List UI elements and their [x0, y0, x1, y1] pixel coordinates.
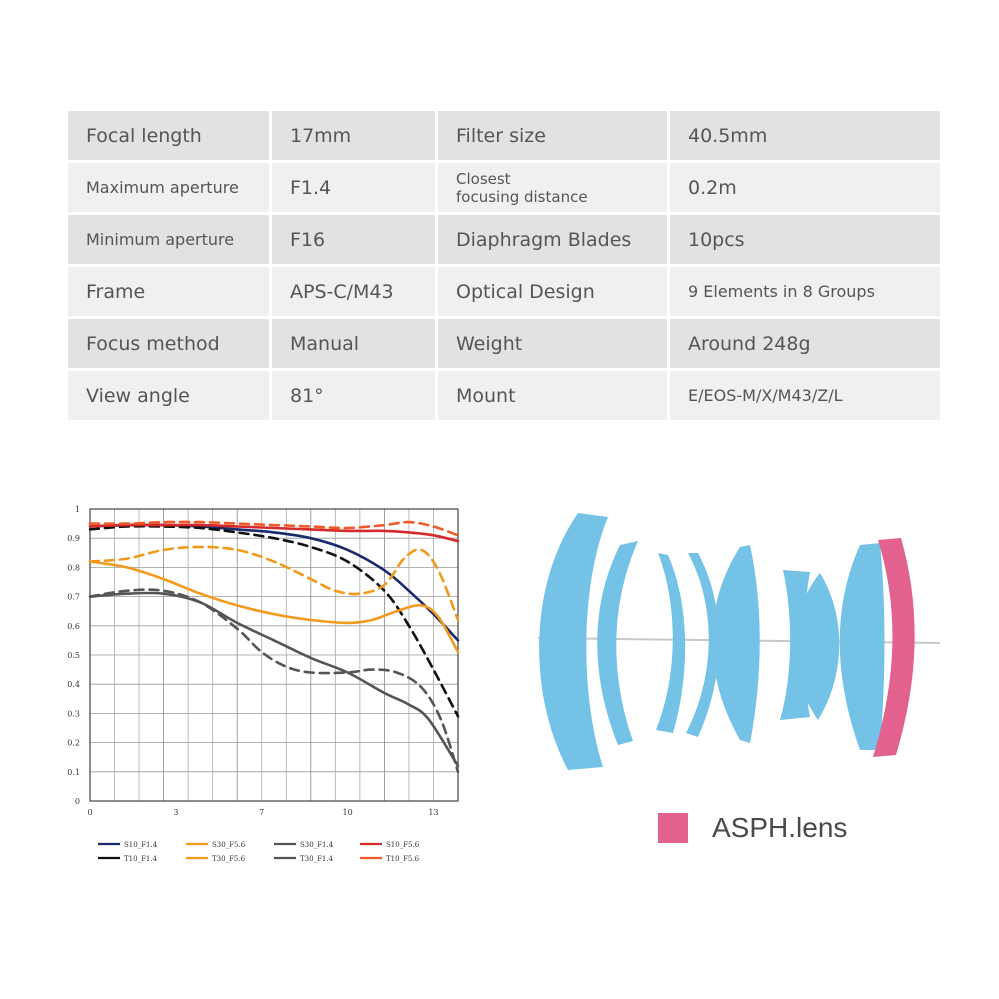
spec-value: 10pcs — [670, 215, 940, 267]
lens-diagram — [537, 513, 941, 770]
spec-value: E/EOS-M/X/M43/Z/L — [670, 371, 940, 423]
lens-element — [794, 573, 840, 720]
y-tick-label: 0.5 — [67, 651, 80, 660]
series-line-s30_f5-6 — [88, 560, 460, 654]
legend-label: S10_F1.4 — [124, 841, 158, 849]
lens-element — [839, 543, 885, 750]
spec-label: Focal length — [68, 111, 272, 163]
series-line-t10_f1-4 — [88, 524, 460, 718]
mtf-chart: 00.10.20.30.40.50.60.70.80.910 3 7 10 13S10_… — [67, 505, 460, 863]
spec-label: Frame — [68, 267, 272, 319]
spec-label: Weight — [438, 319, 670, 371]
x-tick-label: 0 — [87, 808, 92, 817]
legend-label: T30_F1.4 — [300, 855, 334, 863]
x-tick-label: 13 — [428, 808, 438, 817]
spec-value: APS-C/M43 — [272, 267, 438, 319]
y-tick-label: 0 — [75, 797, 80, 806]
x-tick-label: 10 — [343, 808, 353, 817]
legend-label: S30_F5.6 — [212, 841, 246, 849]
spec-row: View angle 81° Mount E/EOS-M/X/M43/Z/L — [68, 371, 940, 423]
spec-row: Focal length 17mm Filter size 40.5mm — [68, 111, 940, 163]
y-tick-label: 1 — [75, 505, 80, 514]
lens-element — [656, 553, 686, 733]
spec-label-line: focusing distance — [456, 187, 588, 206]
spec-value: 0.2m — [670, 163, 940, 215]
spec-table: Focal length 17mm Filter size 40.5mm Max… — [68, 111, 940, 423]
spec-label: Focus method — [68, 319, 272, 371]
spec-value: Around 248g — [670, 319, 940, 371]
y-tick-label: 0.7 — [67, 593, 80, 602]
spec-label-line: Closest — [456, 169, 511, 188]
spec-label: Minimum aperture — [68, 215, 272, 267]
plot-frame — [89, 508, 459, 802]
x-tick-label: 7 — [259, 808, 264, 817]
legend-label: T10_F5.6 — [386, 855, 420, 863]
y-tick-label: 0.4 — [67, 680, 80, 689]
y-tick-label: 0.6 — [67, 622, 80, 631]
x-tick-label: 3 — [173, 808, 178, 817]
legend-label: S10_F5.6 — [386, 841, 420, 849]
legend-label: T10_F1.4 — [124, 855, 158, 863]
spec-value: 17mm — [272, 111, 438, 163]
series-line-t10_f5-6 — [88, 520, 460, 537]
series-line-t30_f1-4 — [88, 588, 460, 774]
y-tick-label: 0.1 — [67, 768, 80, 777]
y-tick-label: 0.9 — [67, 534, 80, 543]
spec-row: Focus method Manual Weight Around 248g — [68, 319, 940, 371]
series-line-t30_f5-6 — [88, 545, 460, 622]
spec-value: 81° — [272, 371, 438, 423]
series-line-s10_f1-4 — [88, 523, 460, 642]
legend-label: S30_F1.4 — [300, 841, 334, 849]
spec-value: 9 Elements in 8 Groups — [670, 267, 940, 319]
spec-label: Filter size — [438, 111, 670, 163]
series-line-s10_f5-6 — [88, 523, 460, 543]
spec-value: F16 — [272, 215, 438, 267]
series-line-s30_f1-4 — [88, 591, 460, 768]
spec-value: F1.4 — [272, 163, 438, 215]
lens-element — [712, 545, 760, 743]
spec-value: 40.5mm — [670, 111, 940, 163]
y-tick-label: 0.3 — [67, 709, 80, 718]
spec-row: Maximum aperture F1.4 Closest focusing d… — [68, 163, 940, 215]
asph-legend: ASPH.lens — [658, 812, 847, 844]
legend-label: T30_F5.6 — [212, 855, 246, 863]
asph-lens-element — [873, 538, 915, 757]
asph-swatch — [658, 813, 688, 843]
spec-label: Diaphragm Blades — [438, 215, 670, 267]
spec-label: Closest focusing distance — [438, 163, 670, 215]
lens-element — [539, 513, 608, 770]
spec-row: Frame APS-C/M43 Optical Design 9 Element… — [68, 267, 940, 319]
lens-element — [597, 541, 638, 745]
y-tick-label: 0.8 — [67, 563, 80, 572]
spec-label: Maximum aperture — [68, 163, 272, 215]
spec-label: View angle — [68, 371, 272, 423]
asph-legend-label: ASPH.lens — [712, 812, 848, 843]
lens-element — [686, 553, 719, 737]
spec-row: Minimum aperture F16 Diaphragm Blades 10… — [68, 215, 940, 267]
spec-value: Manual — [272, 319, 438, 371]
spec-label: Optical Design — [438, 267, 670, 319]
y-tick-label: 0.2 — [67, 739, 80, 748]
spec-label: Mount — [438, 371, 670, 423]
